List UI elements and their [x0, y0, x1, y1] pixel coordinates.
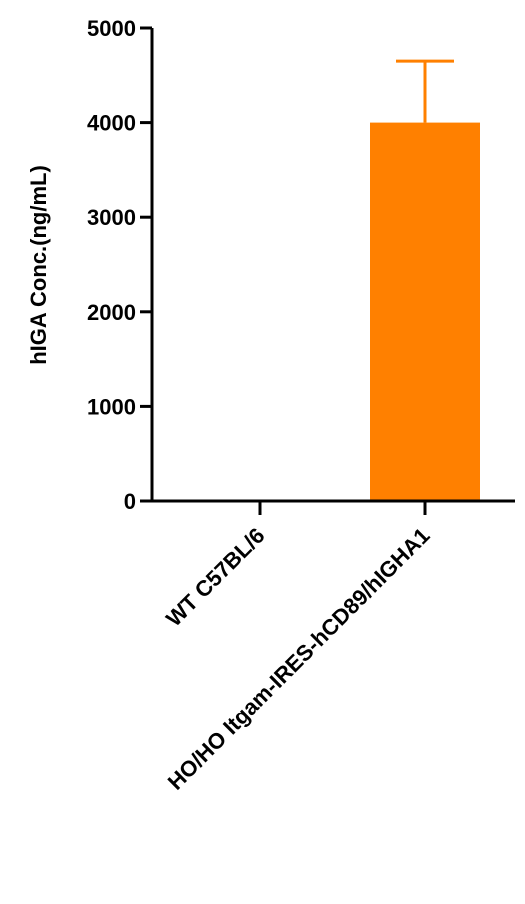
bar: [370, 122, 480, 501]
y-tick-label: 0: [124, 489, 136, 514]
y-axis-label: hIGA Conc.(ng/mL): [26, 165, 51, 365]
bars: [370, 59, 480, 501]
x-category-label: HO/HO Itgam-IRES-hCD89/hIGHA1: [163, 523, 435, 795]
y-tick-label: 1000: [87, 394, 136, 419]
y-tick-label: 5000: [87, 16, 136, 41]
x-axis-ticks: WT C57BL/6HO/HO Itgam-IRES-hCD89/hIGHA1: [161, 501, 435, 795]
y-tick-label: 4000: [87, 111, 136, 136]
x-category-label: WT C57BL/6: [161, 523, 269, 631]
axes-frame: [150, 28, 515, 503]
y-axis-ticks: 0 1000 2000 3000 4000 5000: [87, 16, 152, 514]
y-tick-label: 2000: [87, 300, 136, 325]
y-tick-label: 3000: [87, 205, 136, 230]
